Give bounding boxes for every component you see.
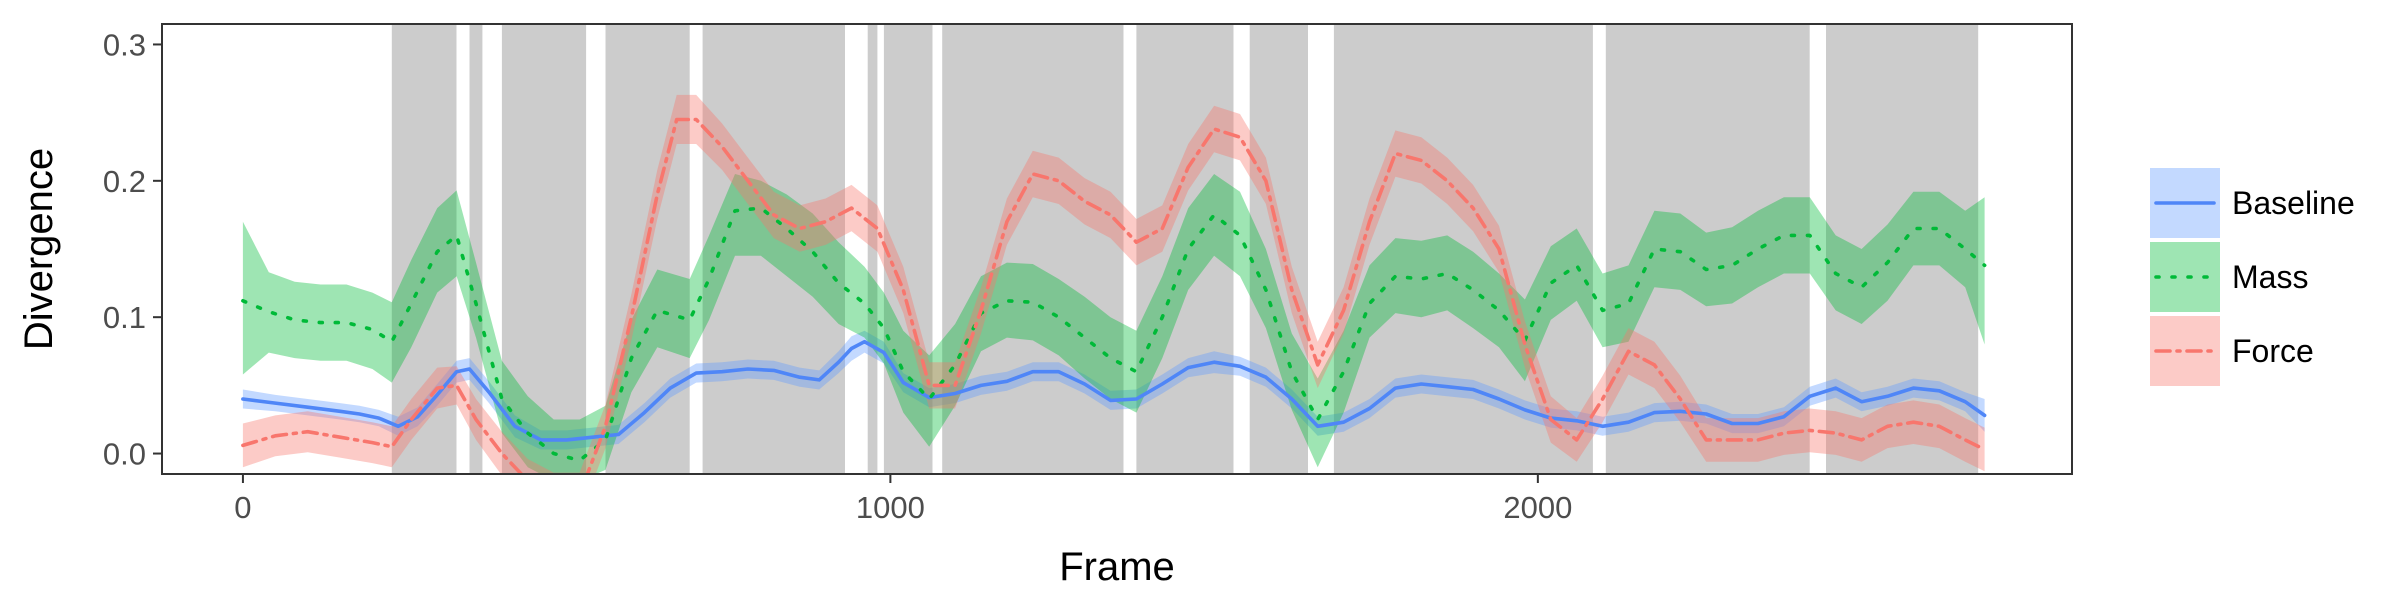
x-tick-label: 2000	[1503, 490, 1572, 525]
y-tick-label: 0.2	[103, 164, 146, 199]
shaded-region	[391, 24, 457, 474]
line-force	[241, 117, 1987, 474]
legend-item-mass: Mass	[2150, 242, 2308, 312]
shaded-region	[942, 24, 1124, 474]
shaded-region	[1136, 24, 1234, 474]
legend-item-baseline: Baseline	[2150, 168, 2355, 238]
x-tick-label: 1000	[856, 490, 925, 525]
y-tick-label: 0.0	[103, 437, 146, 472]
series-lines	[241, 117, 1987, 474]
band-mass	[242, 174, 1985, 474]
y-axis-ticks: 0.0 0.1 0.2 0.3	[103, 27, 162, 472]
shaded-region	[702, 24, 845, 474]
legend: Baseline Mass Force	[2150, 168, 2355, 386]
y-tick-label: 0.1	[103, 300, 146, 335]
plot-panel-border	[161, 23, 2073, 475]
shaded-region	[1605, 24, 1810, 474]
x-axis-title: Frame	[1059, 545, 1175, 589]
legend-label: Mass	[2232, 259, 2308, 295]
line-mass	[241, 206, 1987, 463]
legend-item-force: Force	[2150, 316, 2314, 386]
shaded-region	[883, 24, 933, 474]
shaded-region	[867, 24, 878, 474]
line-baseline	[241, 339, 1987, 442]
shaded-region	[1826, 24, 1979, 474]
legend-label: Force	[2232, 333, 2314, 369]
legend-label: Baseline	[2232, 185, 2355, 221]
band-force	[242, 94, 1985, 474]
shaded-region	[469, 24, 483, 474]
shaded-region	[501, 24, 587, 474]
y-axis-title: Divergence	[17, 148, 61, 350]
shaded-region	[605, 24, 690, 474]
y-tick-label: 0.3	[103, 27, 146, 62]
x-tick-label: 0	[234, 490, 251, 525]
shaded-region	[1249, 24, 1308, 474]
shaded-region	[1333, 24, 1593, 474]
shaded-regions	[391, 24, 1979, 474]
x-axis-ticks: 0 1000 2000	[234, 474, 1572, 525]
